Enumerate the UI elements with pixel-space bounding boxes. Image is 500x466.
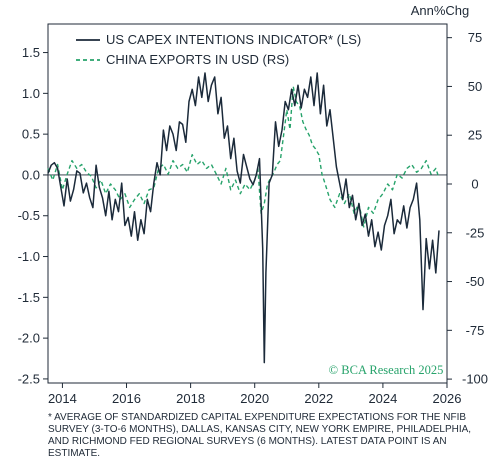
left-tick-label: -0.5 <box>18 208 40 223</box>
right-tick-label: -100 <box>462 372 488 387</box>
left-tick-label: -1.5 <box>18 290 40 305</box>
left-tick-label: 0.0 <box>22 167 40 182</box>
right-tick-label: 25 <box>468 128 482 143</box>
right-tick-label: 50 <box>468 79 482 94</box>
left-tick-label: -1.0 <box>18 249 40 264</box>
right-tick-label: 75 <box>468 30 482 45</box>
series-line-china-exports <box>47 85 440 228</box>
right-tick-label: -50 <box>466 274 485 289</box>
footnote: * AVERAGE OF STANDARDIZED CAPITAL EXPEND… <box>48 412 472 459</box>
right-tick-label: -25 <box>466 225 485 240</box>
x-tick-label: 2018 <box>176 391 205 406</box>
legend-label-us: US CAPEX INTENTIONS INDICATOR* (LS) <box>106 32 361 47</box>
left-tick-label: -2.0 <box>18 331 40 346</box>
x-tick-label: 2026 <box>433 391 462 406</box>
series-line-us-capex <box>47 72 440 364</box>
x-tick-label: 2020 <box>240 391 269 406</box>
x-tick-label: 2022 <box>304 391 333 406</box>
right-tick-label: 0 <box>471 176 478 191</box>
right-tick-label: -75 <box>466 323 485 338</box>
right-axis-unit-label: Ann%Chg <box>411 3 470 18</box>
x-tick-label: 2016 <box>112 391 141 406</box>
legend-label-china: CHINA EXPORTS IN USD (RS) <box>106 52 289 67</box>
left-tick-label: 0.5 <box>22 127 40 142</box>
left-tick-label: 1.0 <box>22 86 40 101</box>
x-tick-label: 2014 <box>48 391 77 406</box>
plot-frame <box>47 23 448 384</box>
left-tick-label: -2.5 <box>18 371 40 386</box>
left-tick-label: 1.5 <box>22 45 40 60</box>
watermark: © BCA Research 2025 <box>329 363 444 377</box>
x-tick-label: 2024 <box>368 391 397 406</box>
chart-svg: 1.5 1.0 0.5 0.0 -0.5 -1.0 -1.5 -2.0 -2.5 75 50 25 0 -… <box>18 3 488 406</box>
